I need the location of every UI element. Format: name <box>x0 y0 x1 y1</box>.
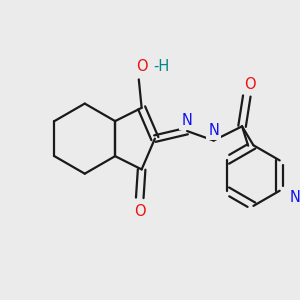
Text: N: N <box>208 123 219 138</box>
Text: O: O <box>136 59 148 74</box>
Text: O: O <box>244 77 255 92</box>
Text: N: N <box>182 113 193 128</box>
Text: N: N <box>289 190 300 205</box>
Text: -H: -H <box>153 59 169 74</box>
Text: O: O <box>134 204 146 219</box>
